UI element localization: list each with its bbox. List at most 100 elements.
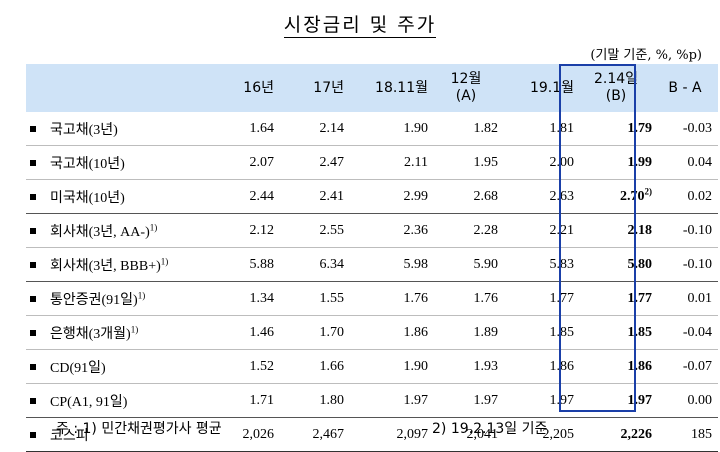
value-cell-b: 1.99	[580, 145, 658, 180]
value-cell: 1.97	[434, 383, 504, 418]
value-cell-b: 1.86	[580, 349, 658, 384]
table-row: 회사채(3년, AA-)1) 2.12 2.55 2.36 2.28 2.21 2.18 -0…	[26, 213, 718, 248]
value-cell-diff: -0.10	[658, 247, 718, 282]
value-cell-b: 5.80	[580, 247, 658, 282]
value-cell: 1.34	[204, 281, 280, 316]
header-row: 16년 17년 18.11월 12월 (A) 19.1월 2.14일 (B) B…	[26, 64, 718, 112]
row-label: 국고채(10년)	[26, 145, 204, 180]
value-cell: 2.68	[434, 179, 504, 214]
value-cell-b: 1.79	[580, 112, 658, 146]
value-cell: 1.80	[280, 383, 350, 418]
value-cell: 1.46	[204, 315, 280, 350]
value-cell: 1.82	[434, 112, 504, 146]
value-cell: 2.55	[280, 213, 350, 248]
table-row: 국고채(3년) 1.64 2.14 1.90 1.82 1.81 1.79 -0.03	[26, 112, 718, 146]
value-cell: 2.07	[204, 145, 280, 180]
unit-label: (기말 기준, %, %p)	[590, 48, 702, 63]
bullet-square-icon	[30, 126, 36, 133]
value-cell: 2.41	[280, 179, 350, 214]
value-cell-diff: 185	[658, 417, 718, 452]
header-12-a: 12월 (A)	[434, 64, 504, 112]
value-cell-b: 1.77	[580, 281, 658, 316]
value-cell: 2,097	[350, 417, 434, 452]
bullet-square-icon	[30, 262, 36, 269]
page-title: 시장금리 및 주가	[283, 14, 437, 38]
value-cell: 1.90	[350, 112, 434, 146]
header-18-11: 18.11월	[350, 64, 434, 112]
value-cell: 1.89	[434, 315, 504, 350]
value-cell: 2.21	[504, 213, 580, 248]
header-2-14-b: 2.14일 (B)	[580, 64, 658, 112]
value-cell: 1.86	[350, 315, 434, 350]
value-cell: 1.77	[504, 281, 580, 316]
bullet-square-icon	[30, 330, 36, 337]
value-cell: 1.97	[350, 383, 434, 418]
row-label: 미국채(10년)	[26, 179, 204, 214]
row-label: 국고채(3년)	[26, 112, 204, 146]
row-label: 통안증권(91일)1)	[26, 281, 204, 316]
value-cell: 2.28	[434, 213, 504, 248]
value-cell: 5.83	[504, 247, 580, 282]
value-cell: 1.95	[434, 145, 504, 180]
value-cell: 1.86	[504, 349, 580, 384]
value-cell: 2.00	[504, 145, 580, 180]
value-cell: 6.34	[280, 247, 350, 282]
table-row: 국고채(10년) 2.07 2.47 2.11 1.95 2.00 1.99 0.04	[26, 145, 718, 180]
value-cell: 2.99	[350, 179, 434, 214]
footnote-1: 주 : 1) 민간채권평가사 평균	[56, 421, 222, 437]
value-cell: 1.52	[204, 349, 280, 384]
value-cell: 2.47	[280, 145, 350, 180]
value-cell-b: 1.85	[580, 315, 658, 350]
footnote-2: 2) 19.2.13일 기준	[432, 421, 548, 437]
value-cell: 2.12	[204, 213, 280, 248]
value-cell-b: 2.702)	[580, 179, 658, 214]
value-cell: 1.81	[504, 112, 580, 146]
value-cell-diff: -0.04	[658, 315, 718, 350]
value-cell-diff: 0.02	[658, 179, 718, 214]
value-cell: 5.98	[350, 247, 434, 282]
value-cell-diff: 0.00	[658, 383, 718, 418]
value-cell: 2.44	[204, 179, 280, 214]
value-cell: 2.63	[504, 179, 580, 214]
value-cell: 2.11	[350, 145, 434, 180]
value-cell: 1.90	[350, 349, 434, 384]
header-19-1: 19.1월	[504, 64, 580, 112]
row-label: 은행채(3개월)1)	[26, 315, 204, 350]
value-cell: 1.64	[204, 112, 280, 146]
bullet-square-icon	[30, 296, 36, 303]
value-cell: 1.55	[280, 281, 350, 316]
bullet-square-icon	[30, 160, 36, 167]
row-label: 회사채(3년, AA-)1)	[26, 213, 204, 248]
bullet-square-icon	[30, 398, 36, 405]
value-cell-diff: -0.07	[658, 349, 718, 384]
table-row: 통안증권(91일)1) 1.34 1.55 1.76 1.76 1.77 1.77 0.01	[26, 281, 718, 316]
bullet-square-icon	[30, 194, 36, 201]
header-17: 17년	[280, 64, 350, 112]
value-cell-diff: 0.04	[658, 145, 718, 180]
table-row: 은행채(3개월)1) 1.46 1.70 1.86 1.89 1.85 1.85 -0.04	[26, 315, 718, 350]
row-label: CP(A1, 91일)	[26, 383, 204, 418]
bullet-square-icon	[30, 432, 36, 439]
table-row: CD(91일) 1.52 1.66 1.90 1.93 1.86 1.86 -0.07	[26, 349, 718, 384]
table-row: CP(A1, 91일) 1.71 1.80 1.97 1.97 1.97 1.97 0.00	[26, 383, 718, 418]
value-cell: 1.93	[434, 349, 504, 384]
market-rates-table: 16년 17년 18.11월 12월 (A) 19.1월 2.14일 (B) B…	[26, 64, 718, 452]
value-cell-diff: -0.10	[658, 213, 718, 248]
value-cell: 1.85	[504, 315, 580, 350]
header-b-minus-a: B - A	[658, 64, 718, 112]
bullet-square-icon	[30, 228, 36, 235]
value-cell-b: 1.97	[580, 383, 658, 418]
row-label: CD(91일)	[26, 349, 204, 384]
value-cell: 1.97	[504, 383, 580, 418]
value-cell: 1.76	[350, 281, 434, 316]
value-cell-diff: -0.03	[658, 112, 718, 146]
value-cell: 1.76	[434, 281, 504, 316]
table-row: 미국채(10년) 2.44 2.41 2.99 2.68 2.63 2.702) 0.02	[26, 179, 718, 214]
bullet-square-icon	[30, 364, 36, 371]
value-cell: 1.70	[280, 315, 350, 350]
value-cell: 2,467	[280, 417, 350, 452]
row-label: 회사채(3년, BBB+)1)	[26, 247, 204, 282]
value-cell-b: 2,226	[580, 417, 658, 452]
value-cell: 5.90	[434, 247, 504, 282]
value-cell: 1.71	[204, 383, 280, 418]
